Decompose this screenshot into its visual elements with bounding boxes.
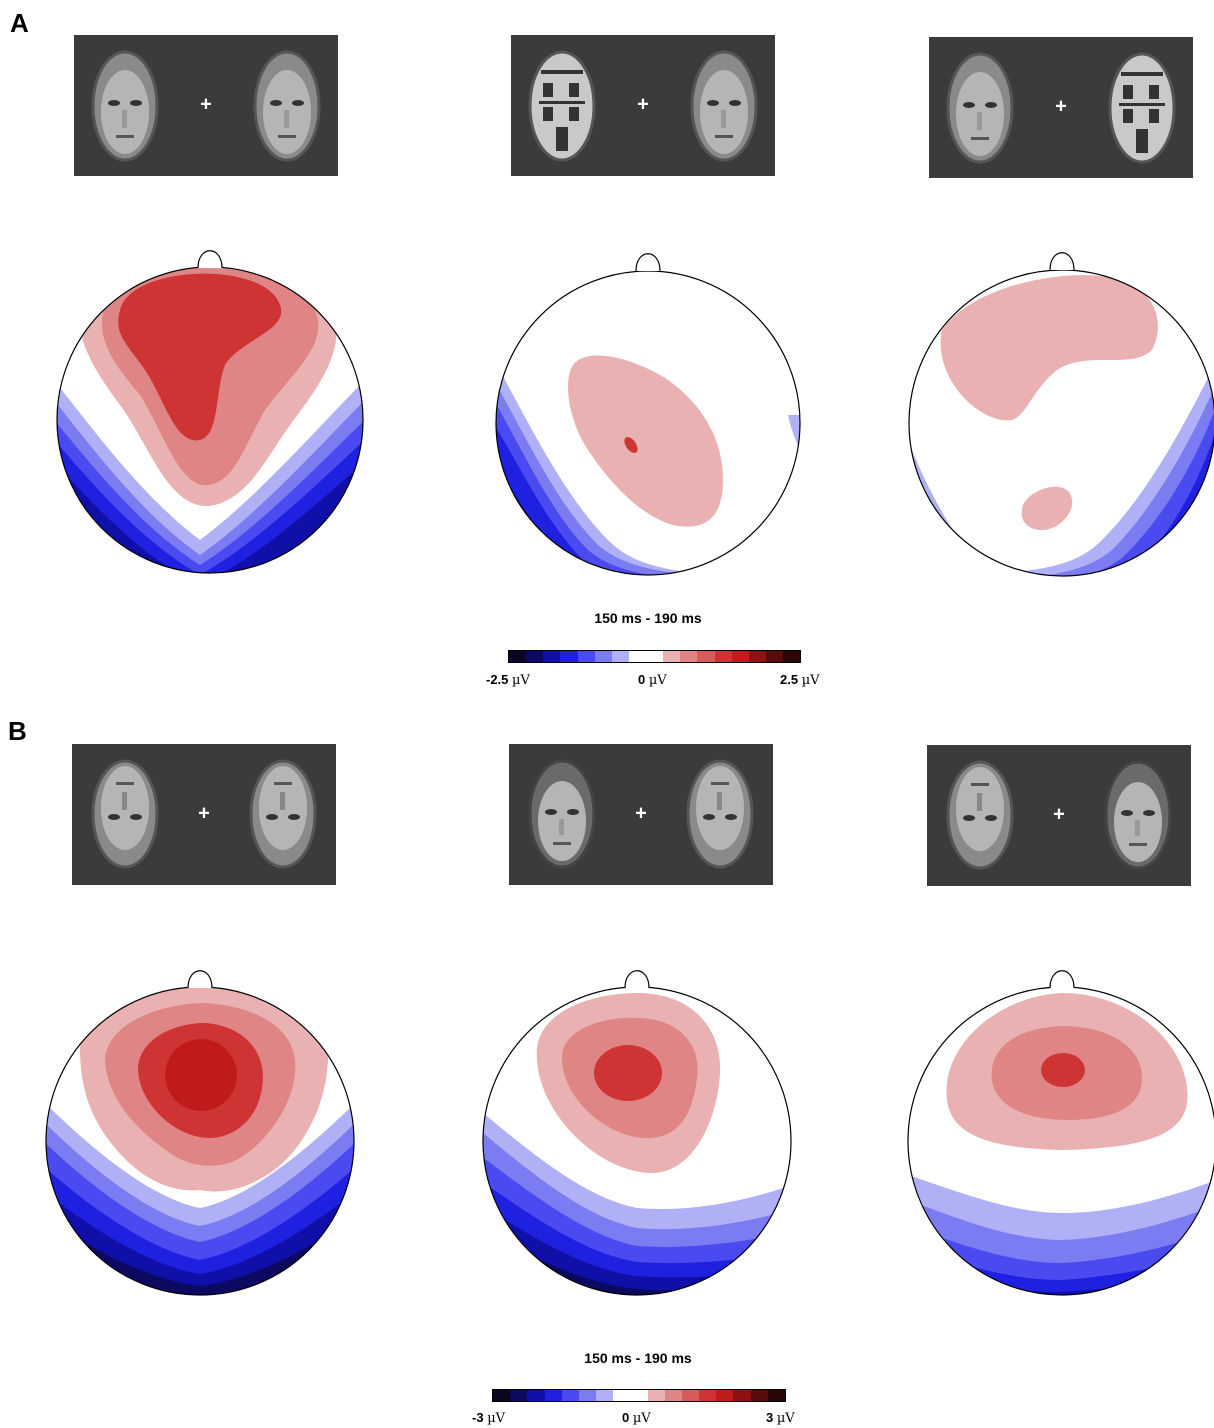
panel-label-a: A <box>10 8 29 38</box>
fixation-cross: + <box>1053 802 1065 825</box>
time-window-label-a: 150 ms - 190 ms <box>594 610 702 626</box>
stimulus-display-a3: + <box>929 37 1193 178</box>
fixation-cross: + <box>1055 94 1067 117</box>
colorbar-a <box>508 650 801 663</box>
colorbar-min-label-a: -2.5 µV <box>486 672 530 688</box>
colorbar-min-label-b: -3 µV <box>472 1410 506 1426</box>
fixation-cross: + <box>200 92 212 115</box>
house-face-icon <box>528 50 758 162</box>
scalp-topography-a3 <box>908 252 1214 577</box>
nose-icon <box>1049 252 1075 271</box>
colorbar-mid-label-b: 0 µV <box>622 1410 651 1426</box>
stimulus-display-b1: + <box>72 744 336 885</box>
scalp-topography-b2 <box>482 970 792 1296</box>
scalp-topography-b1 <box>45 970 355 1296</box>
colorbar-b <box>492 1389 786 1402</box>
nose-icon <box>197 250 223 269</box>
fixation-cross: + <box>635 801 647 824</box>
stimulus-display-b2: + <box>509 744 773 885</box>
nose-icon <box>635 253 661 272</box>
nose-icon <box>187 970 213 989</box>
face-icon <box>91 50 321 162</box>
nose-icon <box>624 970 650 989</box>
stimulus-display-b3: + <box>927 745 1191 886</box>
stimulus-display-a2: + <box>511 35 775 176</box>
time-window-label-b: 150 ms - 190 ms <box>584 1350 692 1366</box>
scalp-topography-a1 <box>56 250 364 574</box>
colorbar-max-label-a: 2.5 µV <box>780 672 820 688</box>
colorbar-mid-label-a: 0 µV <box>638 672 667 688</box>
stimulus-display-a1: + <box>74 35 338 176</box>
inverted-face-icon <box>91 759 317 869</box>
scalp-topography-b3 <box>907 970 1214 1296</box>
upright-inverted-face-icon <box>528 759 754 869</box>
scalp-topography-a2 <box>495 253 801 576</box>
face-house-icon <box>946 52 1176 164</box>
fixation-cross: + <box>637 92 649 115</box>
nose-icon <box>1049 970 1075 989</box>
panel-label-b: B <box>8 716 27 746</box>
colorbar-max-label-b: 3 µV <box>766 1410 795 1426</box>
fixation-cross: + <box>198 801 210 824</box>
inverted-upright-face-icon <box>946 760 1172 870</box>
